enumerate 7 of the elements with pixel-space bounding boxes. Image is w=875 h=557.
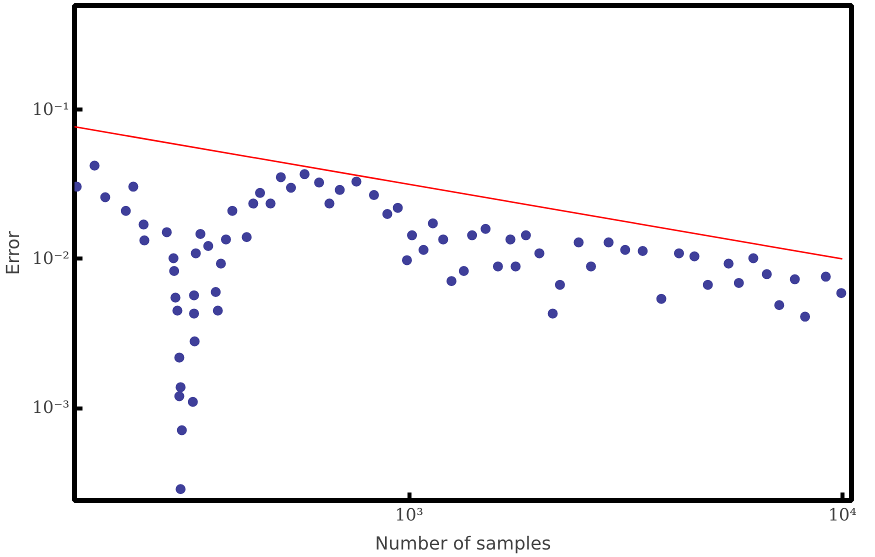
y-axis-title: Error	[3, 230, 24, 275]
y-tick-label: 10⁻²	[32, 248, 70, 269]
y-tick-label: 10⁻¹	[32, 100, 70, 120]
y-tick-label: 10⁻³	[32, 398, 70, 418]
x-tick-label: 10⁴	[828, 506, 857, 526]
x-tick-label: 10³	[394, 506, 424, 526]
x-axis-title: Number of samples	[375, 534, 551, 554]
